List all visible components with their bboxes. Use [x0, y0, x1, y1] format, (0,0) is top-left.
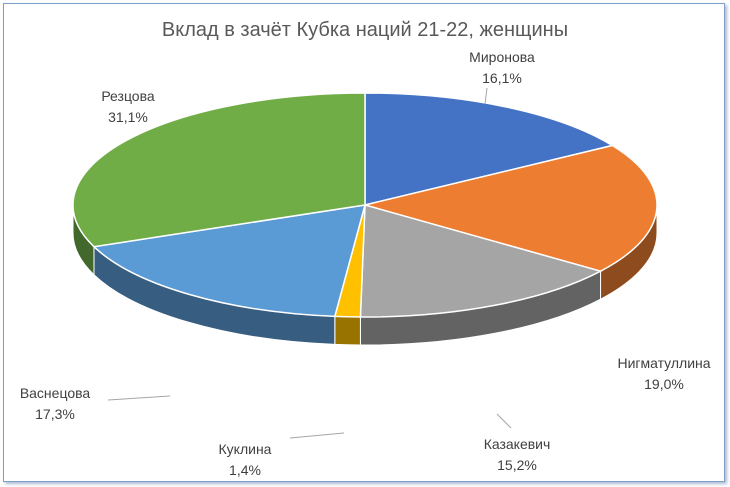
- label-value-резцова: 31,1%: [108, 109, 148, 125]
- label-name-васнецова: Васнецова: [20, 385, 91, 401]
- label-name-миронова: Миронова: [469, 49, 535, 65]
- leader-казакевич: [496, 413, 512, 429]
- leader-васнецова: [107, 395, 171, 401]
- label-value-миронова: 16,1%: [482, 70, 522, 86]
- slice-нигматуллина: [362, 144, 658, 273]
- label-name-казакевич: Казакевич: [484, 436, 551, 452]
- leader-куклина: [289, 432, 345, 439]
- label-name-резцова: Резцова: [101, 88, 155, 104]
- label-name-нигматуллина: Нигматуллина: [617, 355, 710, 371]
- leader-lines: [107, 87, 512, 439]
- slice-казакевич: [359, 204, 603, 318]
- pie-tops: [72, 92, 658, 318]
- slice-миронова: [364, 92, 615, 206]
- label-value-нигматуллина: 19,0%: [644, 376, 684, 392]
- label-value-куклина: 1,4%: [229, 462, 261, 478]
- label-value-васнецова: 17,3%: [35, 406, 75, 422]
- slice-резцова: [72, 92, 366, 248]
- chart-title: Вклад в зачёт Кубка наций 21-22, женщины: [162, 19, 568, 41]
- slice-васнецова: [92, 204, 367, 318]
- label-name-куклина: Куклина: [219, 441, 272, 457]
- side-куклина: [334, 315, 361, 346]
- data-labels: Миронова 16,1% Нигматуллина 19,0% Казакевич 1…: [20, 49, 711, 478]
- leader-миронова: [484, 87, 488, 105]
- label-value-казакевич: 15,2%: [497, 457, 537, 473]
